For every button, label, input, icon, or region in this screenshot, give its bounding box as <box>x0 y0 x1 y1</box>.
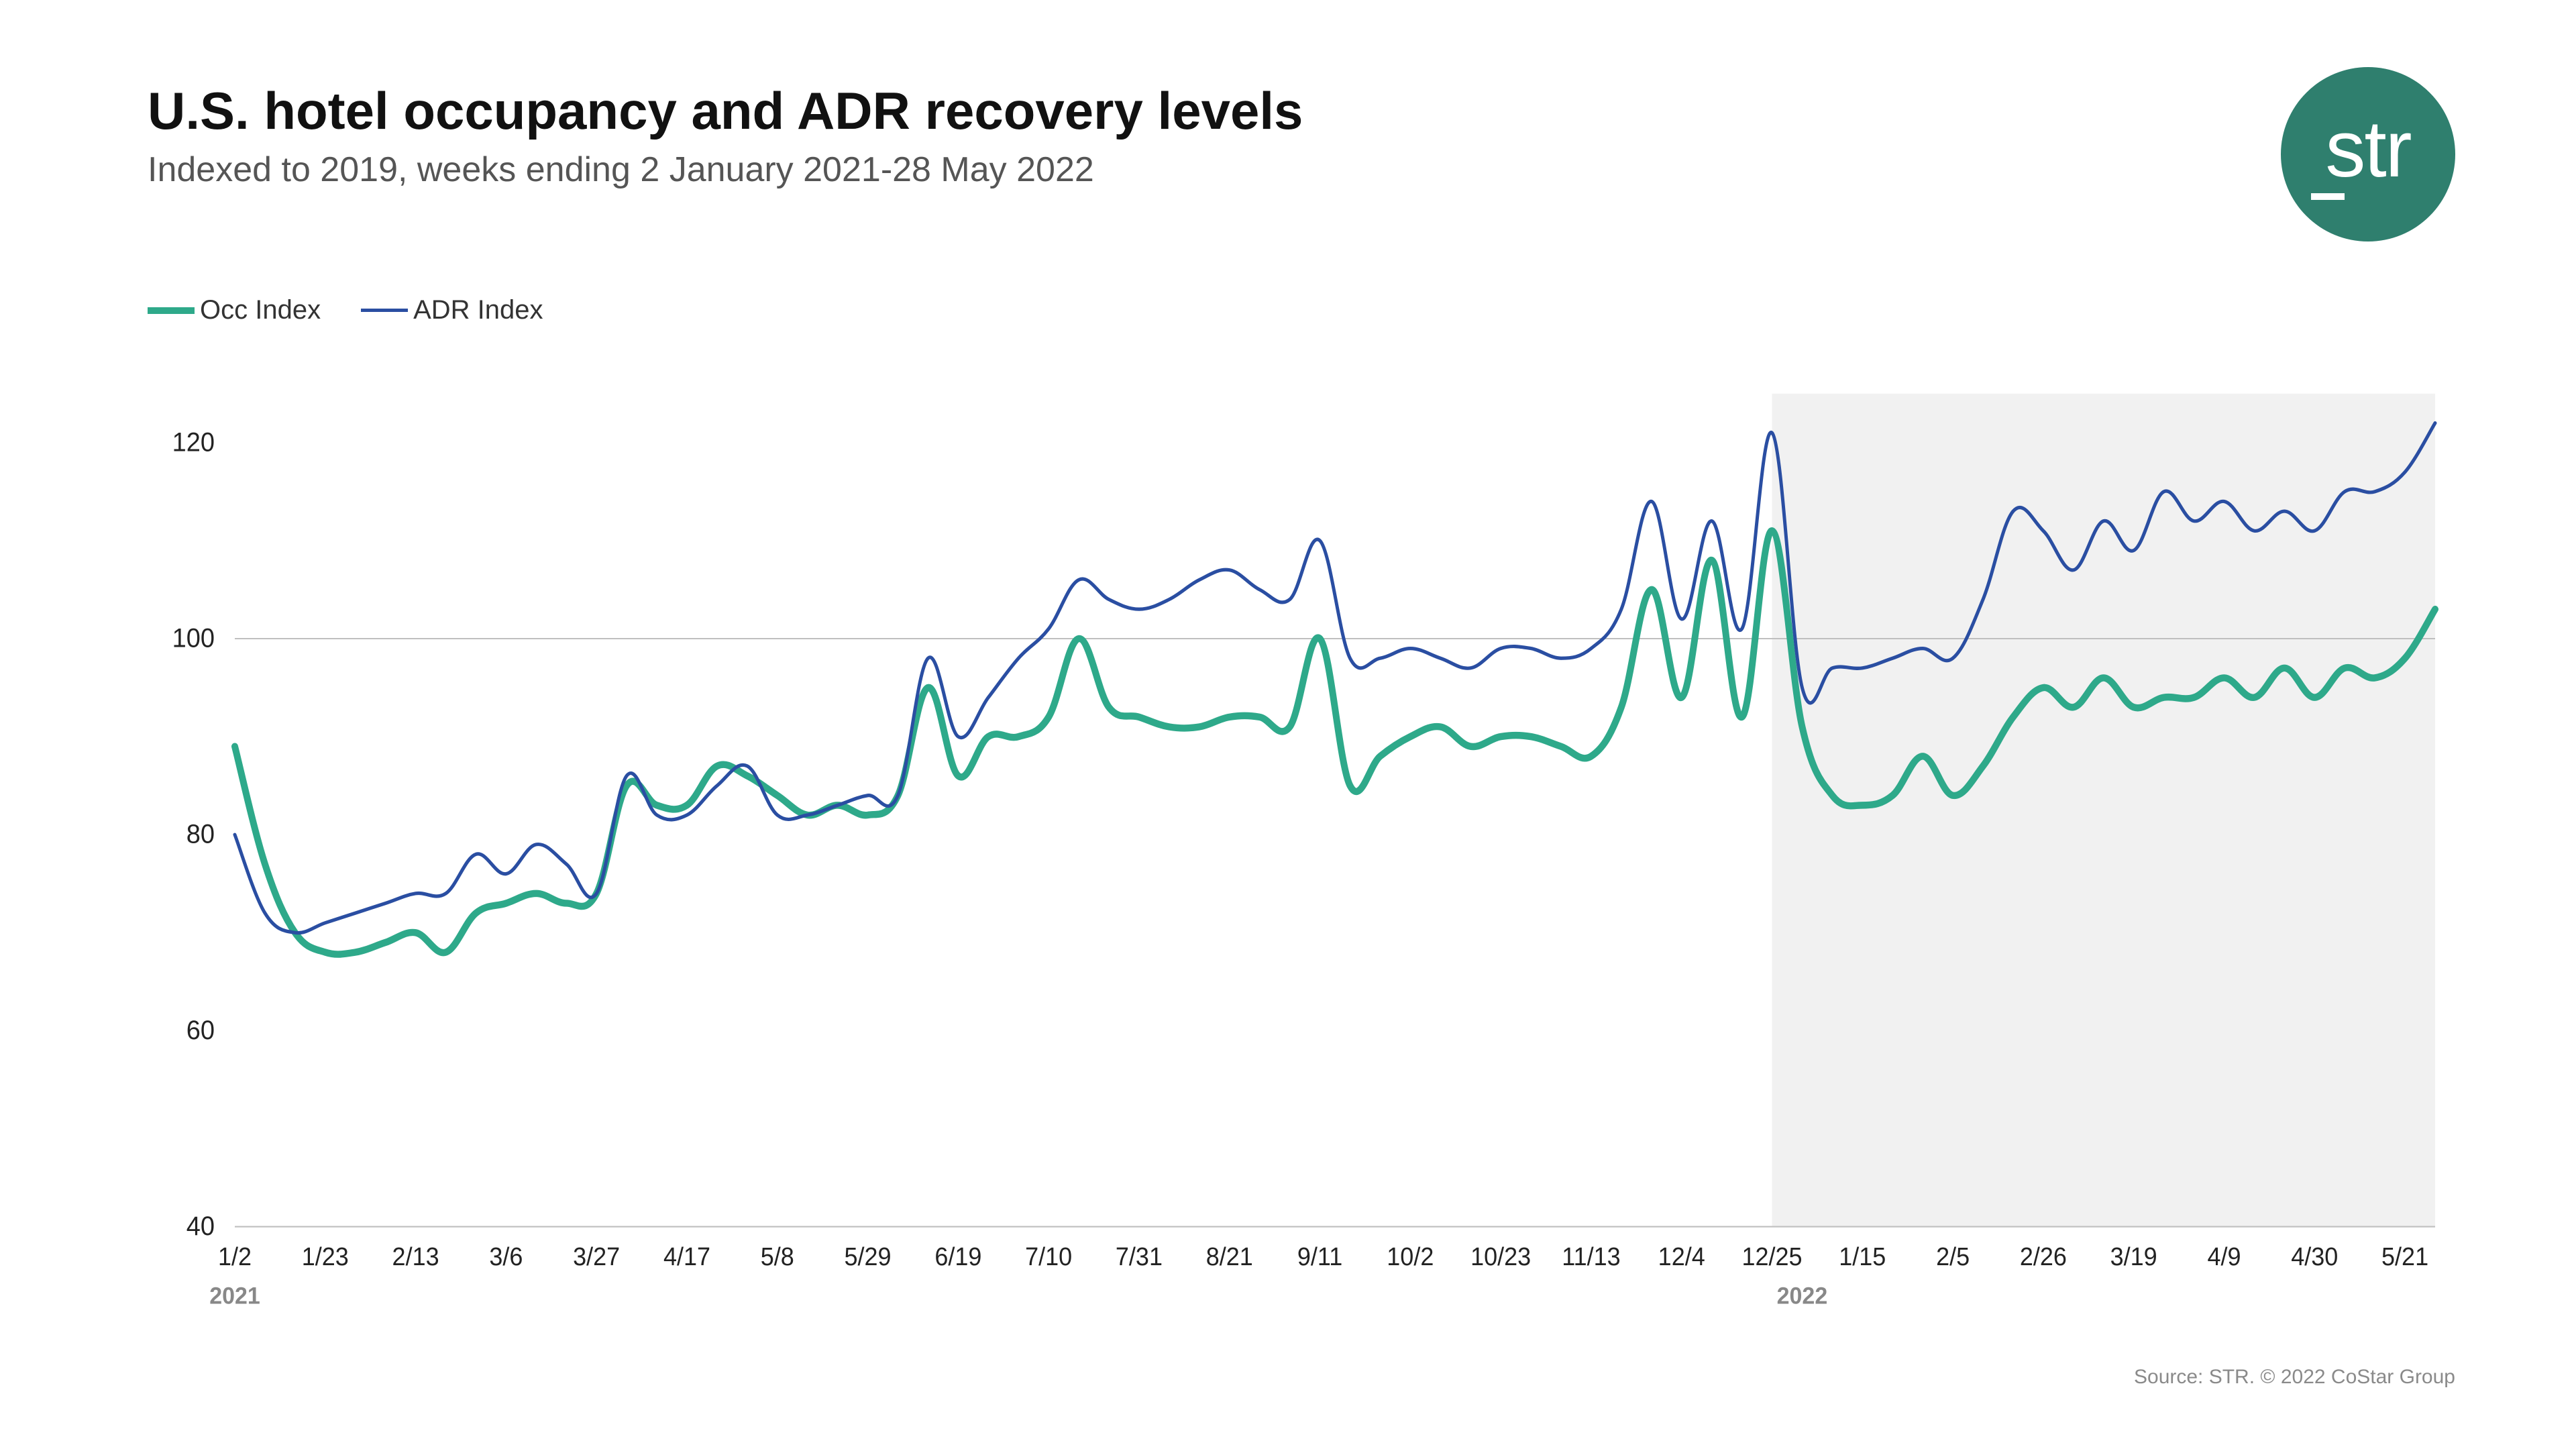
y-axis-tick: 120 <box>172 428 215 458</box>
header: U.S. hotel occupancy and ADR recovery le… <box>148 80 2455 241</box>
x-axis-tick: 5/21 <box>2381 1242 2428 1271</box>
x-axis-tick: 1/2 <box>218 1242 252 1271</box>
x-axis-tick: 12/4 <box>1658 1242 1705 1271</box>
y-axis-tick: 40 <box>186 1212 215 1241</box>
x-axis-tick: 8/21 <box>1206 1242 1253 1271</box>
x-axis-tick: 3/6 <box>489 1242 523 1271</box>
y-axis-tick: 100 <box>172 624 215 653</box>
x-axis-tick: 2/26 <box>2020 1242 2067 1271</box>
legend-item: Occ Index <box>148 295 321 325</box>
x-axis-tick: 9/11 <box>1297 1242 1342 1271</box>
legend-swatch <box>148 307 195 314</box>
line-chart: 40 60 80 100 120 1/2 1/23 2/13 3/6 3/27 4/17 5/8 5/2… <box>148 366 2455 1346</box>
x-axis-tick: 6/19 <box>934 1242 981 1271</box>
legend-item: ADR Index <box>361 295 543 325</box>
x-axis-tick: 5/8 <box>761 1242 794 1271</box>
y-axis-tick: 80 <box>186 820 215 849</box>
str-logo: str <box>2281 67 2455 241</box>
year-label: 2021 <box>209 1283 260 1309</box>
logo-underline <box>2311 193 2345 200</box>
legend-swatch <box>361 309 408 312</box>
x-axis-tick: 1/15 <box>1839 1242 1886 1271</box>
x-axis-tick: 4/17 <box>663 1242 710 1271</box>
x-axis-tick: 12/25 <box>1741 1242 1802 1271</box>
legend-label: Occ Index <box>200 295 321 325</box>
x-axis-tick: 5/29 <box>845 1242 892 1271</box>
x-axis-tick: 3/27 <box>573 1242 620 1271</box>
chart-area: 40 60 80 100 120 1/2 1/23 2/13 3/6 3/27 4/17 5/8 5/2… <box>148 366 2455 1346</box>
x-axis-tick: 1/23 <box>302 1242 349 1271</box>
year-label: 2022 <box>1777 1283 1828 1309</box>
title-block: U.S. hotel occupancy and ADR recovery le… <box>148 80 2281 190</box>
chart-title: U.S. hotel occupancy and ADR recovery le… <box>148 80 2281 142</box>
x-axis-tick: 3/19 <box>2110 1242 2157 1271</box>
x-axis-tick: 2/5 <box>1936 1242 1970 1271</box>
legend: Occ Index ADR Index <box>148 295 2455 325</box>
x-axis-tick: 4/30 <box>2291 1242 2338 1271</box>
logo-text: str <box>2325 109 2410 189</box>
x-axis-tick: 11/13 <box>1562 1242 1620 1271</box>
x-axis-tick: 7/31 <box>1116 1242 1163 1271</box>
x-axis-tick: 4/9 <box>2207 1242 2241 1271</box>
x-axis-tick: 2/13 <box>392 1242 439 1271</box>
x-axis-tick: 7/10 <box>1025 1242 1072 1271</box>
x-axis-tick: 10/23 <box>1470 1242 1531 1271</box>
chart-subtitle: Indexed to 2019, weeks ending 2 January … <box>148 150 2281 190</box>
source-footer: Source: STR. © 2022 CoStar Group <box>148 1366 2455 1389</box>
highlight-band <box>1772 394 2435 1227</box>
legend-label: ADR Index <box>413 295 543 325</box>
y-axis-tick: 60 <box>186 1016 215 1045</box>
x-axis-tick: 10/2 <box>1387 1242 1434 1271</box>
